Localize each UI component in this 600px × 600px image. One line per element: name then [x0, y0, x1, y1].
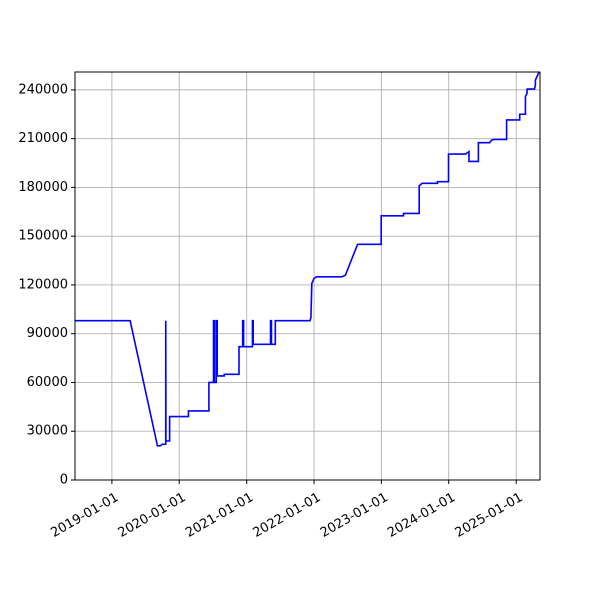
- y-tick-label: 240000: [18, 82, 68, 97]
- x-tick-label: 2023-01-01: [318, 490, 391, 541]
- axes-spines: [74, 71, 541, 481]
- y-tick-label: 210000: [18, 131, 68, 146]
- y-tick-label: 90000: [27, 326, 68, 341]
- y-tick-label: 60000: [27, 375, 68, 390]
- x-tick-label: 2022-01-01: [251, 490, 324, 541]
- series-line-0: [75, 72, 540, 447]
- y-tick-label: 150000: [18, 229, 68, 244]
- axis-ticks: [71, 89, 517, 484]
- x-tick-label: 2019-01-01: [48, 490, 121, 541]
- x-tick-label: 2020-01-01: [116, 490, 189, 541]
- y-tick-label: 30000: [27, 424, 68, 439]
- y-tick-label: 0: [60, 473, 68, 488]
- grid-lines: [75, 72, 540, 481]
- plot-frame: [74, 71, 541, 481]
- x-tick-label: 2021-01-01: [183, 490, 256, 541]
- tick-labels: 2019-01-012020-01-012021-01-012022-01-01…: [18, 82, 525, 540]
- y-tick-label: 180000: [18, 180, 68, 195]
- x-tick-label: 2025-01-01: [453, 490, 526, 541]
- y-tick-label: 120000: [18, 277, 68, 292]
- series-layer: [75, 72, 540, 447]
- x-tick-label: 2024-01-01: [385, 490, 458, 541]
